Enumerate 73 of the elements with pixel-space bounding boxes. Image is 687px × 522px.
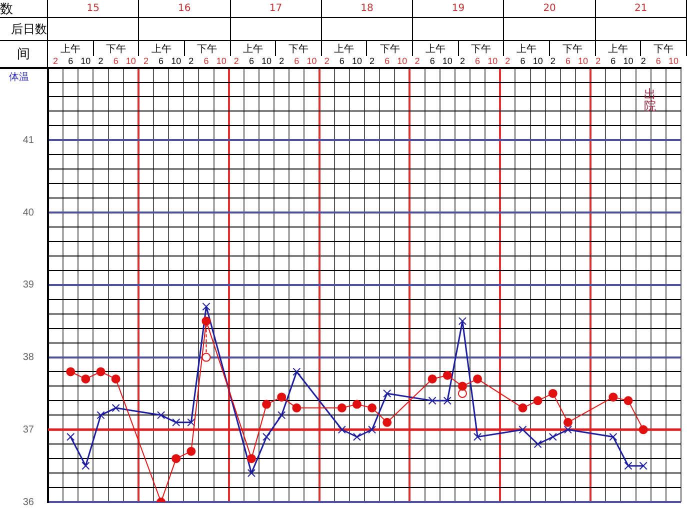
x-tick-label: 2 [188,56,194,66]
x-tick-label: 2 [98,56,104,66]
x-tick-label: 6 [475,56,480,66]
x-tick-label: 10 [171,56,182,66]
x-tick-label: 2 [324,56,330,66]
x-tick-label: 2 [640,56,646,66]
y-tick-label: 39 [22,280,34,291]
text: 下午 [288,44,309,54]
y-tick-label: 38 [22,352,34,364]
text: 16 [139,0,231,18]
x-tick-label: 2 [596,56,601,66]
text: 下午 [654,44,674,54]
x-tick-label: 6 [248,56,254,66]
x-tick-label: 2 [550,56,556,66]
x-tick-label: 2 [234,56,239,66]
x-tick-label: 2 [143,56,148,66]
x-tick-label: 10 [397,56,408,66]
x-tick-label: 6 [158,56,164,66]
text: 上午 [425,44,446,54]
x-tick-label: 10 [352,56,362,66]
x-tick-label: 10 [216,56,226,66]
text: 20 [504,0,596,18]
x-tick-label: 6 [339,56,344,66]
text: 17 [230,0,322,18]
text: 15 [48,0,140,18]
x-tick-label: 2 [460,56,465,66]
x-tick-label: 6 [520,56,526,66]
x-tick-label: 6 [294,56,300,66]
x-tick-label: 6 [204,56,209,66]
x-tick-label: 10 [623,56,634,66]
x-tick-label: 10 [306,56,317,66]
text: 上午 [48,41,94,56]
y-tick-label: 37 [22,424,34,436]
text: 上午 [242,44,263,54]
text: 数 [0,0,48,18]
x-tick-label: 6 [430,56,435,66]
text: 下午 [197,44,218,54]
text: 上午 [152,44,172,54]
text: 下午 [562,44,582,54]
text: 19 [413,0,504,18]
x-tick-label: 10 [578,56,588,66]
x-tick-label: 6 [68,56,74,66]
x-tick-label: 6 [565,56,570,66]
text: 下午 [380,44,400,54]
x-tick-label: 2 [505,56,510,66]
text: 下午 [94,41,140,56]
x-tick-label: 6 [656,56,661,66]
x-tick-label: 10 [442,56,452,66]
x-tick-label: 6 [113,56,118,66]
x-tick-label: 2 [279,56,284,66]
y-axis-title: 体温 [9,71,29,84]
x-tick-label: 6 [610,56,616,66]
x-tick-label: 2 [414,56,420,66]
x-tick-label: 6 [384,56,390,66]
x-tick-label: 2 [53,56,58,66]
text: 间 [0,41,48,69]
x-tick-label: 10 [488,56,498,66]
x-tick-label: 10 [532,56,543,66]
text: 上午 [334,44,354,54]
y-tick-label: 40 [22,207,34,218]
text: 上午 [608,44,628,54]
x-tick-label: 10 [80,56,91,66]
text: 上午 [516,44,537,54]
y-tick-label: 41 [22,134,34,146]
x-tick-label: 2 [370,56,375,66]
text: 后日数 [0,18,48,41]
x-tick-label: 10 [126,56,136,66]
y-tick-label: 36 [22,496,34,508]
text: 21 [596,0,687,18]
x-tick-label: 10 [668,56,678,66]
text: 下午 [471,44,492,54]
x-tick-label: 10 [262,56,272,66]
text: 18 [322,0,414,18]
